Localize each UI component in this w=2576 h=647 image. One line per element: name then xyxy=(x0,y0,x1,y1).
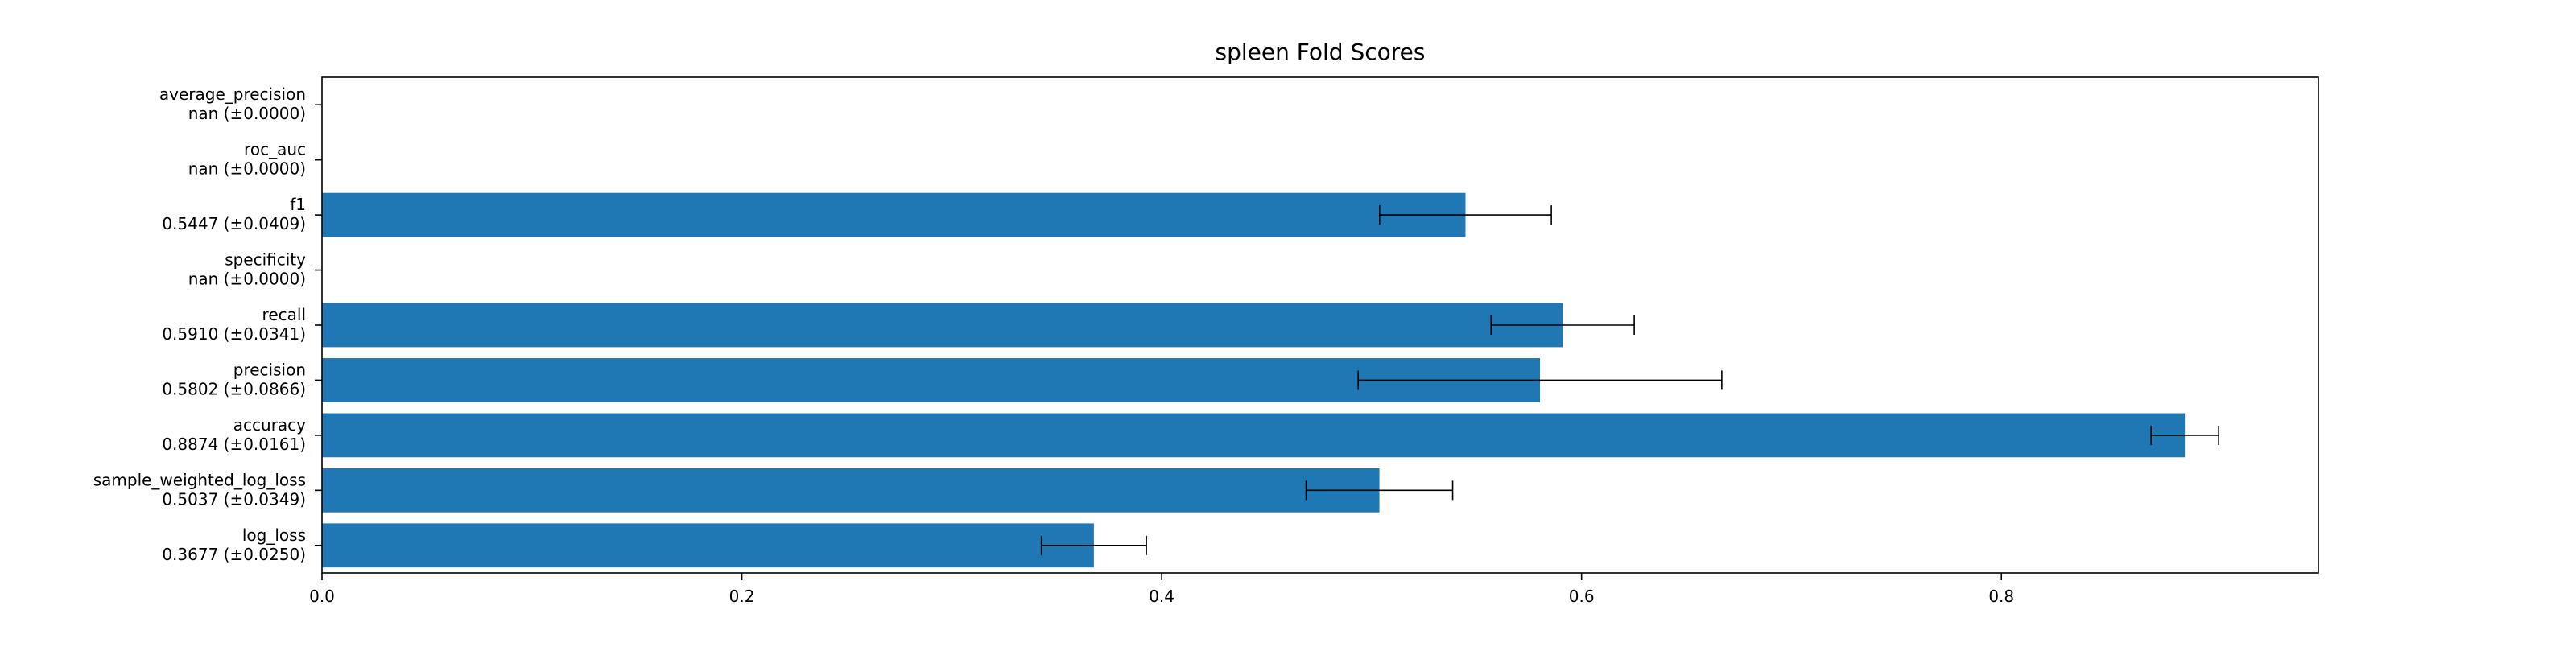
chart-title: spleen Fold Scores xyxy=(1216,39,1426,65)
value-label: 0.8874 (±0.0161) xyxy=(162,435,306,454)
x-tick-label: 0.4 xyxy=(1149,587,1174,606)
x-tick-label: 0.6 xyxy=(1569,587,1595,606)
plot-frame xyxy=(321,76,2319,574)
value-label: nan (±0.0000) xyxy=(188,159,306,179)
category-label: roc_auc xyxy=(244,140,306,159)
value-label: nan (±0.0000) xyxy=(188,104,306,123)
value-label: 0.5447 (±0.0409) xyxy=(162,214,306,233)
value-label: nan (±0.0000) xyxy=(188,270,306,289)
value-label: 0.5910 (±0.0341) xyxy=(162,324,306,344)
category-label: f1 xyxy=(290,195,306,214)
category-label: recall xyxy=(262,305,306,324)
category-label: sample_weighted_log_loss xyxy=(93,470,306,489)
bar xyxy=(322,303,1563,348)
bar xyxy=(322,468,1380,513)
category-label: accuracy xyxy=(233,415,306,435)
value-label: 0.3677 (±0.0250) xyxy=(162,545,306,564)
category-label: specificity xyxy=(225,250,306,270)
value-label: 0.5037 (±0.0349) xyxy=(162,489,306,509)
value-label: 0.5802 (±0.0866) xyxy=(162,379,306,398)
bar xyxy=(322,358,1541,402)
x-tick-label: 0.8 xyxy=(1988,587,2014,606)
x-tick-label: 0.0 xyxy=(309,587,335,606)
category-label: average_precision xyxy=(159,84,306,104)
bar xyxy=(322,523,1094,568)
bar xyxy=(322,192,1466,237)
bar xyxy=(322,413,2186,458)
category-label: precision xyxy=(233,360,306,379)
x-tick-label: 0.2 xyxy=(729,587,755,606)
category-label: log_loss xyxy=(242,525,306,545)
